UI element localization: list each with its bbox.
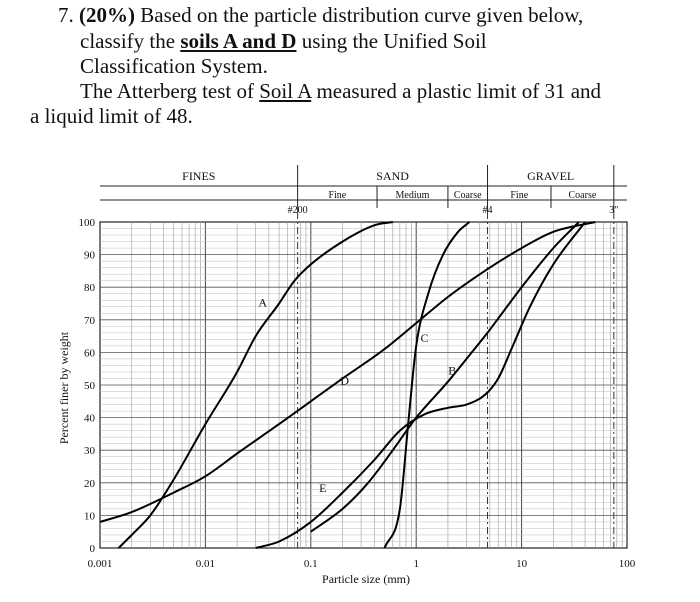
sieve-label: #200 — [288, 205, 308, 216]
y-tick-label: 80 — [84, 282, 96, 294]
y-tick-label: 0 — [90, 543, 96, 555]
chart-curves: A B C D E — [99, 221, 596, 549]
curve-d — [99, 221, 596, 523]
chart-ticks: 0.001 0.01 0.1 1 10 100 0 10 20 30 40 50 60 70 80 90 100 — [79, 217, 636, 570]
sieve-label: 3" — [609, 205, 618, 216]
problem-number: 7. — [58, 3, 74, 27]
y-tick-label: 70 — [84, 315, 96, 327]
x-tick-label: 0.001 — [88, 558, 113, 570]
y-tick-label: 10 — [84, 510, 96, 522]
y-tick-label: 20 — [84, 478, 96, 490]
problem-line-5: a liquid limit of 48. — [30, 104, 193, 128]
curve-label-d: D — [340, 373, 349, 387]
problem-line-4-pre: The Atterberg test of — [80, 79, 260, 103]
curve-e — [255, 221, 586, 549]
y-tick-label: 40 — [84, 413, 96, 425]
soil-a: Soil A — [259, 79, 312, 103]
chart-grid — [99, 212, 628, 549]
sand-label: SAND — [376, 169, 409, 183]
y-axis-label: Percent finer by weight — [57, 331, 71, 444]
problem-line-2-post: using the Unified Soil — [296, 29, 487, 53]
problem-line-2-pre: classify the — [80, 29, 181, 53]
problem-line-1-text: Based on the particle distribution curve… — [135, 3, 584, 27]
y-tick-label: 60 — [84, 347, 96, 359]
curve-b — [310, 221, 580, 533]
x-axis-label: Particle size (mm) — [322, 572, 410, 586]
subclass-label: Coarse — [454, 190, 482, 201]
problem-line-1: 7. (20%) Based on the particle distribut… — [58, 4, 583, 27]
problem-line-4: The Atterberg test of Soil A measured a … — [80, 80, 601, 103]
x-tick-label: 10 — [516, 558, 528, 570]
problem-weight: (20%) — [79, 3, 135, 27]
subclass-label: Fine — [510, 190, 528, 201]
curve-label-b: B — [448, 364, 456, 378]
problem-line-4-post: measured a plastic limit of 31 and — [311, 79, 602, 103]
curve-c — [383, 221, 471, 549]
sieve-label: #4 — [483, 205, 493, 216]
soils-a-and-d: soils A and D — [180, 29, 297, 53]
y-tick-label: 50 — [84, 380, 96, 392]
y-tick-label: 100 — [79, 217, 96, 229]
x-tick-label: 0.01 — [196, 558, 215, 570]
problem-line-2: classify the soils A and D using the Uni… — [80, 30, 487, 53]
fines-label: FINES — [182, 169, 215, 183]
x-tick-label: 1 — [413, 558, 419, 570]
subclass-label: Coarse — [569, 190, 597, 201]
curve-label-c: C — [421, 331, 429, 345]
curve-label-a: A — [258, 295, 267, 309]
subclass-label: Fine — [328, 190, 346, 201]
gravel-label: GRAVEL — [527, 169, 574, 183]
classification-header: FINES SAND GRAVEL Fine Medium Coarse Fine Coars… — [100, 165, 627, 216]
y-tick-label: 90 — [84, 250, 96, 262]
subclass-label: Medium — [396, 190, 430, 201]
curve-label-e: E — [319, 481, 326, 495]
y-tick-label: 30 — [84, 445, 96, 457]
problem-line-3: Classification System. — [80, 54, 268, 78]
curve-a — [117, 221, 393, 549]
x-tick-label: 0.1 — [304, 558, 318, 570]
x-tick-label: 100 — [619, 558, 636, 570]
